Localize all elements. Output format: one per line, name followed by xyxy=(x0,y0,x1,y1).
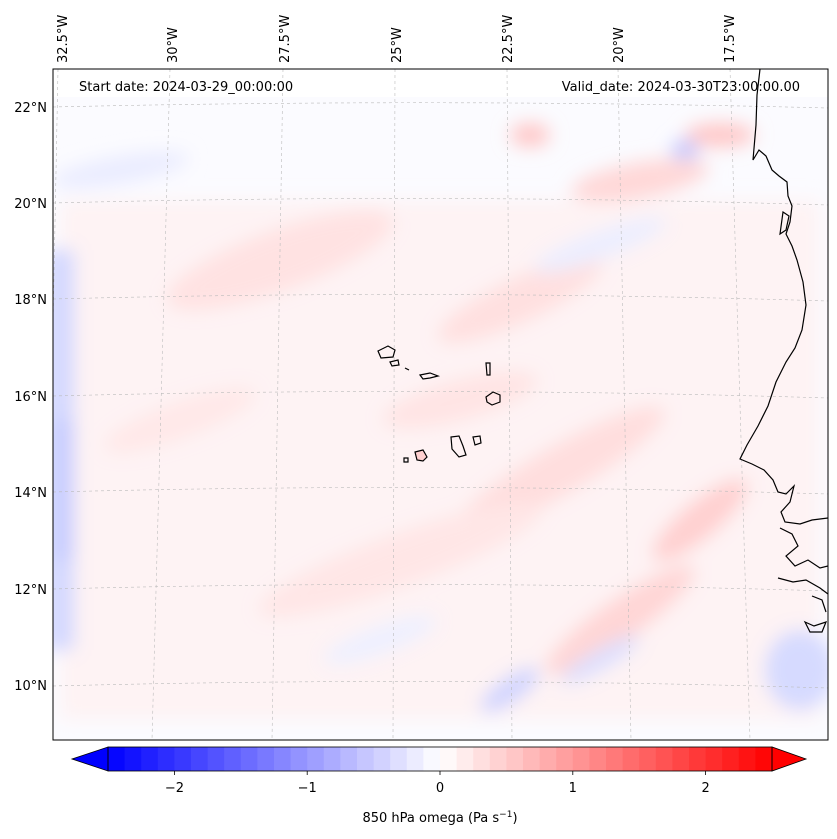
valid-date-label: Valid_date: 2024-03-30T23:00:00.00 xyxy=(562,80,800,95)
colorbar-segment xyxy=(539,747,557,771)
colorbar-segment xyxy=(523,747,541,771)
colorbar-segment xyxy=(157,747,175,771)
lon-label-30w: 30°W xyxy=(166,27,181,63)
island-santiago xyxy=(450,435,467,458)
header-strip xyxy=(53,70,828,97)
colorbar-segment xyxy=(556,747,574,771)
lat-label-14n: 14°N xyxy=(14,486,47,501)
colorbar-segment xyxy=(207,747,225,771)
colorbar-segment xyxy=(655,747,673,771)
colorbar-segment xyxy=(406,747,424,771)
colorbar-segment xyxy=(738,747,756,771)
coastline-cape-blanc xyxy=(779,210,790,236)
colorbar-segment xyxy=(506,747,524,771)
island-santo-antao xyxy=(377,345,396,359)
colorbar-segment xyxy=(390,747,408,771)
island-boa-vista xyxy=(485,391,501,406)
colorbar-segment xyxy=(357,747,375,771)
lon-label-22-5w: 22.5°W xyxy=(501,15,516,63)
colorbar-segment xyxy=(274,747,292,771)
colorbar-segment xyxy=(456,747,474,771)
gridlines xyxy=(53,69,828,740)
colorbar-segment xyxy=(257,747,275,771)
colorbar-tick-label: 1 xyxy=(569,781,577,796)
coastline-islands-2 xyxy=(803,620,828,633)
island-sal xyxy=(485,362,491,376)
island-brava xyxy=(403,457,409,463)
colorbar-segment xyxy=(373,747,391,771)
colorbar-segment xyxy=(191,747,209,771)
colorbar-tick: 1 xyxy=(569,771,577,796)
island-maio xyxy=(472,435,482,446)
lon-label-17-5w: 17.5°W xyxy=(723,15,738,63)
coastline-islands-1 xyxy=(811,595,827,613)
start-date-label: Start date: 2024-03-29_00:00:00 xyxy=(79,80,293,95)
colorbar-segment xyxy=(174,747,192,771)
colorbar-segment xyxy=(108,747,126,771)
colorbar-segment xyxy=(307,747,325,771)
colorbar-ticks: −2 −1 0 1 2 xyxy=(165,771,710,796)
latitude-labels: 22°N 20°N 18°N 16°N 14°N 12°N 10°N xyxy=(14,101,47,694)
island-santa-luzia xyxy=(404,367,410,371)
lat-label-12n: 12°N xyxy=(14,583,47,598)
colorbar-segment xyxy=(722,747,740,771)
coastline xyxy=(739,69,828,633)
colorbar-segment xyxy=(589,747,607,771)
map-panel: Start date: 2024-03-29_00:00:00 Valid_da… xyxy=(14,15,829,741)
longitude-labels: 32.5°W 30°W 27.5°W 25°W 22.5°W 20°W 17.5… xyxy=(56,15,738,63)
colorbar-extend-low xyxy=(70,746,109,772)
colorbar-tick-label: −2 xyxy=(165,781,184,796)
lat-label-22n: 22°N xyxy=(14,101,47,116)
colorbar-segment xyxy=(755,747,773,771)
omega-field xyxy=(53,123,828,720)
colorbar-tick: 2 xyxy=(701,771,710,796)
colorbar-segment xyxy=(240,747,258,771)
colorbar-segment xyxy=(323,747,341,771)
island-sao-vicente xyxy=(389,359,400,367)
colorbar-title: 850 hPa omega (Pa s−1) xyxy=(362,810,517,826)
lon-label-32-5w: 32.5°W xyxy=(56,15,71,63)
colorbar-segment xyxy=(622,747,640,771)
colorbar-segment xyxy=(705,747,723,771)
colorbar-segment xyxy=(672,747,690,771)
lat-label-16n: 16°N xyxy=(14,390,47,405)
colorbar-tick-label: −1 xyxy=(298,781,317,796)
colorbar-segment xyxy=(290,747,308,771)
colorbar-segment xyxy=(141,747,159,771)
colorbar-segment xyxy=(124,747,142,771)
lon-label-25w: 25°W xyxy=(390,27,405,63)
lon-label-27-5w: 27.5°W xyxy=(278,15,293,63)
coastline-guinea-bissau xyxy=(777,577,828,595)
colorbar-tick: −2 xyxy=(165,771,184,796)
coastline-gambia xyxy=(779,527,828,569)
map-frame xyxy=(52,68,829,741)
colorbar-segment xyxy=(489,747,507,771)
colorbar-segment xyxy=(473,747,491,771)
lon-label-20w: 20°W xyxy=(612,27,627,63)
colorbar-extend-high xyxy=(771,746,808,772)
colorbar-segments xyxy=(108,747,773,771)
colorbar-segment xyxy=(572,747,590,771)
colorbar-tick-label: 2 xyxy=(701,781,709,796)
coastline-main xyxy=(739,69,828,525)
cape-verde-islands xyxy=(377,345,501,463)
colorbar-segment xyxy=(639,747,657,771)
colorbar-tick-label: 0 xyxy=(436,781,444,796)
island-sao-nicolau xyxy=(418,372,441,380)
lat-label-10n: 10°N xyxy=(14,679,47,694)
colorbar-segment xyxy=(606,747,624,771)
colorbar-segment xyxy=(340,747,358,771)
colorbar-tick: 0 xyxy=(436,771,444,796)
colorbar-segment xyxy=(689,747,707,771)
colorbar-segment xyxy=(423,747,441,771)
colorbar-segment xyxy=(224,747,242,771)
island-fogo xyxy=(414,449,428,462)
colorbar: −2 −1 0 1 2 850 hPa omega (Pa s−1) xyxy=(70,746,808,826)
lat-label-18n: 18°N xyxy=(14,293,47,308)
colorbar-tick: −1 xyxy=(298,771,317,796)
lat-label-20n: 20°N xyxy=(14,197,47,212)
colorbar-segment xyxy=(440,747,458,771)
